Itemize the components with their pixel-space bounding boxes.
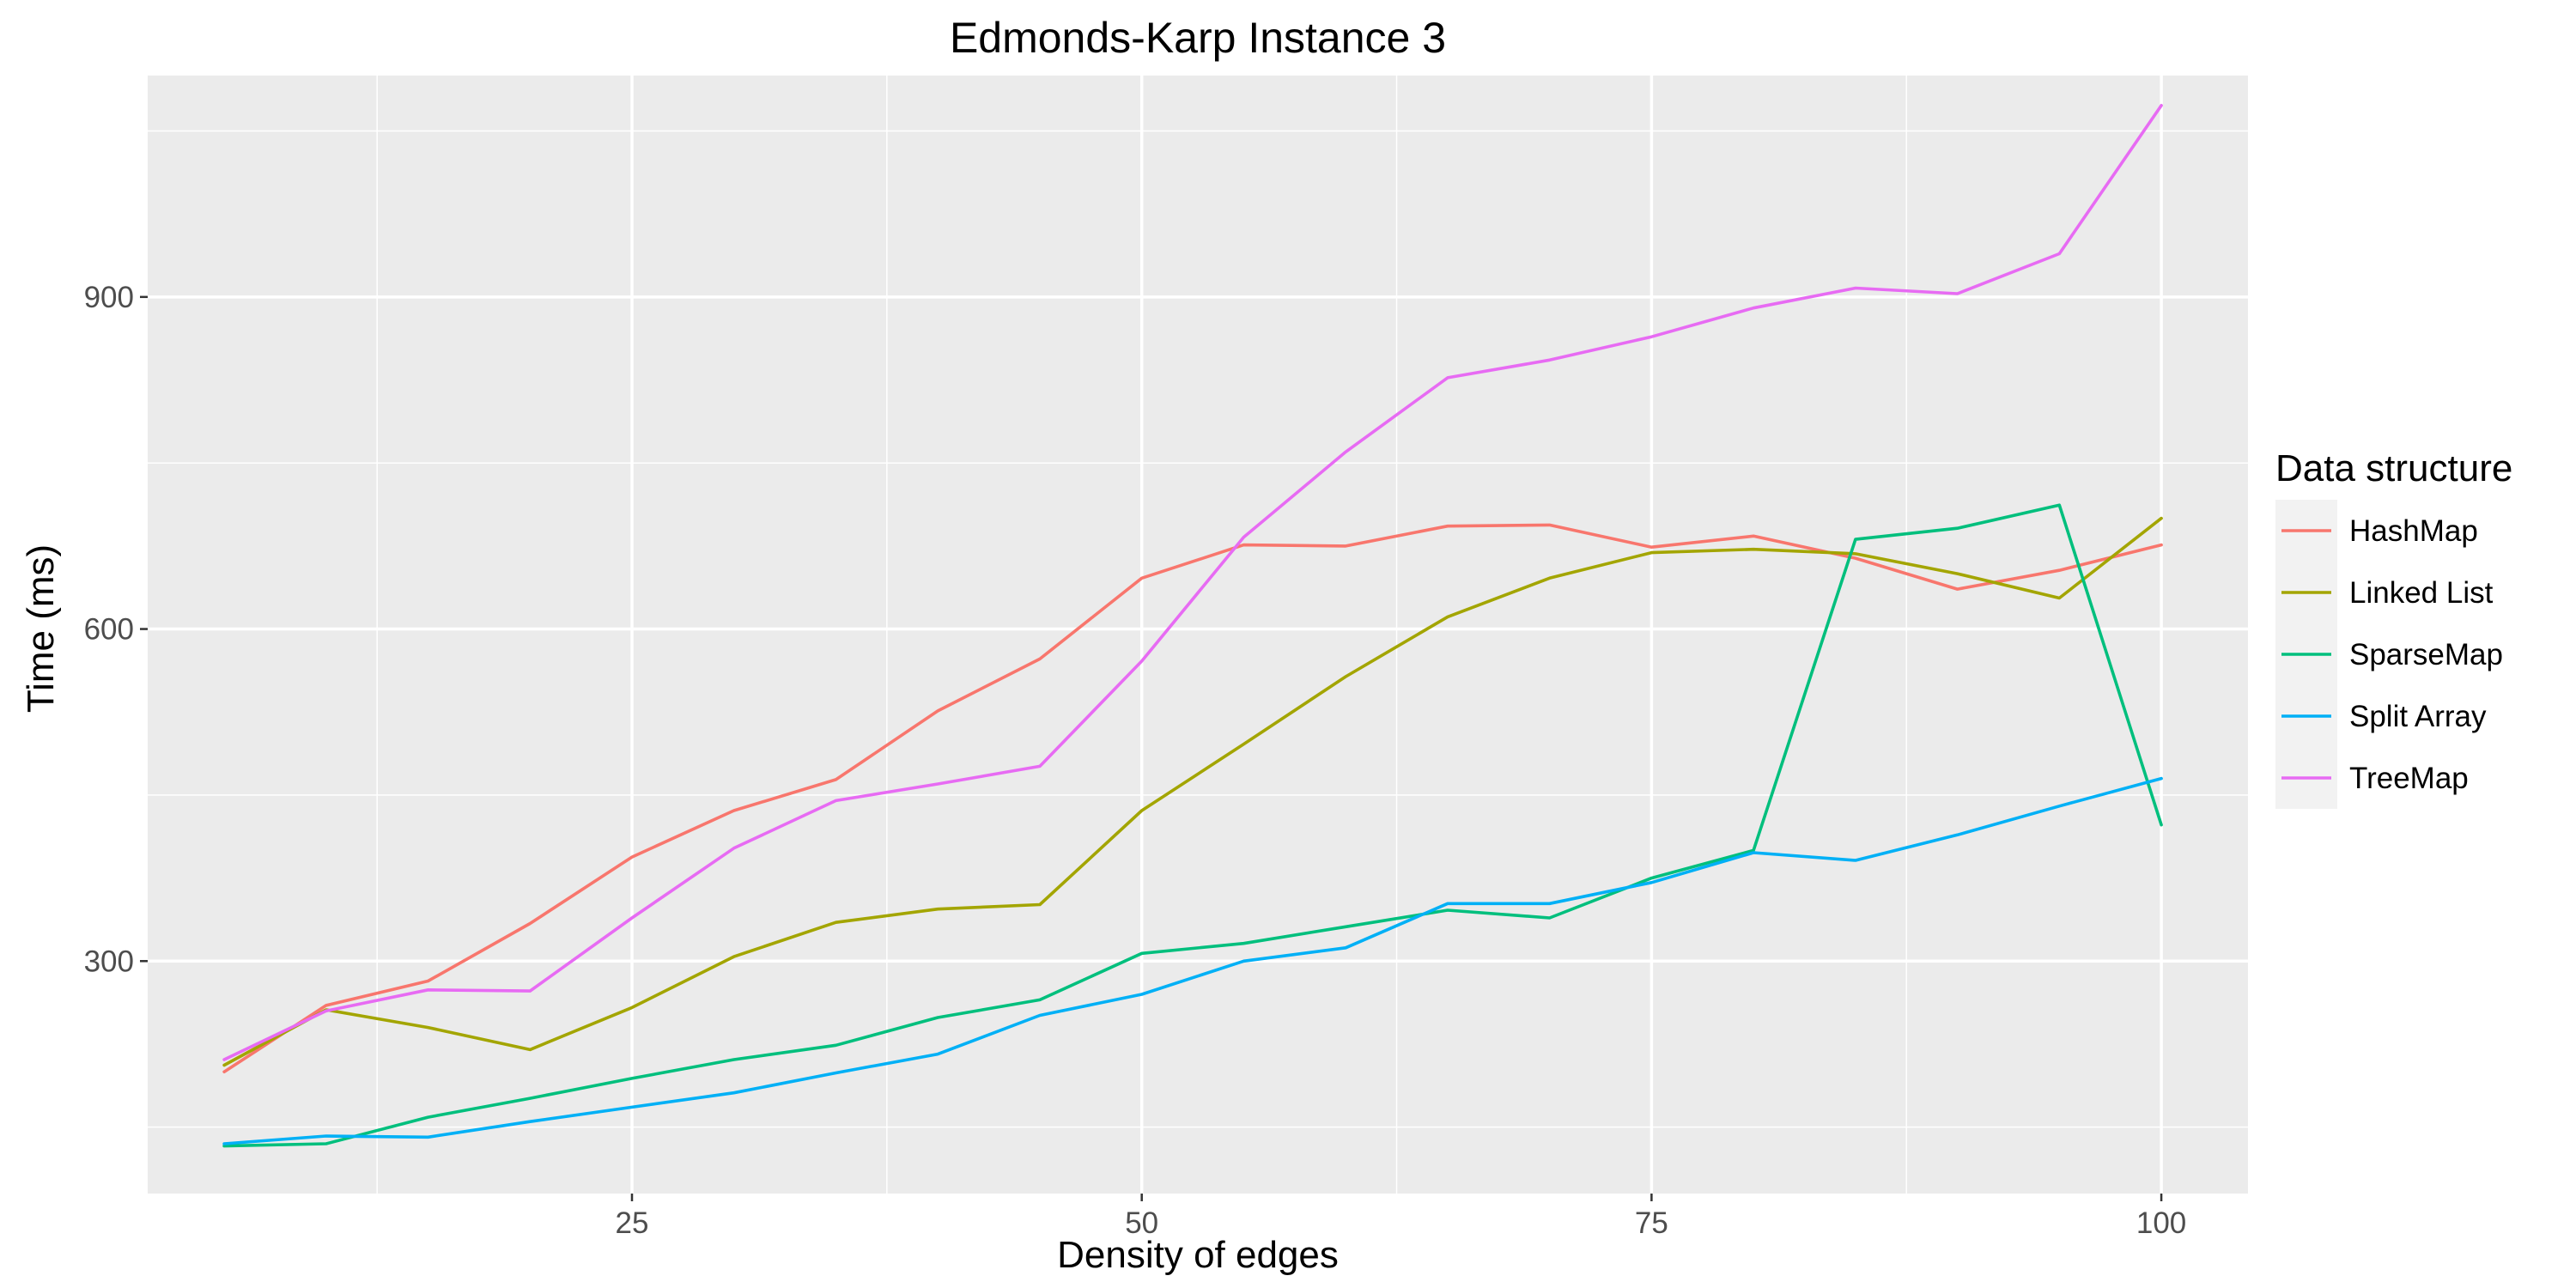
y-axis-label: Time (ms) bbox=[20, 544, 62, 713]
series-line-split-array bbox=[222, 776, 2163, 1145]
y-tick-label: 300 bbox=[84, 945, 134, 978]
x-tick-label: 25 bbox=[616, 1206, 649, 1240]
legend-label: SparseMap bbox=[2349, 638, 2503, 671]
plot-background bbox=[148, 76, 2248, 1194]
y-tick-label: 600 bbox=[84, 613, 134, 647]
series-line-treemap bbox=[222, 104, 2163, 1061]
legend-label: HashMap bbox=[2349, 514, 2478, 548]
legend-item: SparseMap bbox=[2275, 623, 2503, 685]
x-tick-label: 100 bbox=[2136, 1206, 2186, 1240]
axis-ticks: 25 50 75 100 300 600 900 bbox=[84, 281, 2187, 1240]
legend-item: Linked List bbox=[2275, 562, 2494, 623]
chart-title: Edmonds-Karp Instance 3 bbox=[950, 14, 1446, 62]
legend-title: Data structure bbox=[2275, 447, 2512, 489]
legend: Data structure HashMap Linked List SparseM… bbox=[2275, 447, 2512, 809]
legend-label: Split Array bbox=[2349, 700, 2487, 733]
series-line-linked-list bbox=[222, 516, 2163, 1067]
y-tick-label: 900 bbox=[84, 281, 134, 314]
legend-label: Linked List bbox=[2349, 576, 2494, 610]
legend-item: TreeMap bbox=[2275, 747, 2469, 809]
legend-item: HashMap bbox=[2275, 500, 2478, 562]
x-tick-label: 75 bbox=[1635, 1206, 1668, 1240]
series-lines bbox=[222, 104, 2163, 1148]
x-axis-label: Density of edges bbox=[1057, 1234, 1339, 1276]
plot-panel bbox=[148, 76, 2248, 1194]
legend-item: Split Array bbox=[2275, 685, 2487, 747]
series-line-sparsemap bbox=[222, 503, 2163, 1148]
grid-lines bbox=[148, 76, 2248, 1194]
x-tick-label: 50 bbox=[1125, 1206, 1158, 1240]
legend-label: TreeMap bbox=[2349, 762, 2469, 795]
